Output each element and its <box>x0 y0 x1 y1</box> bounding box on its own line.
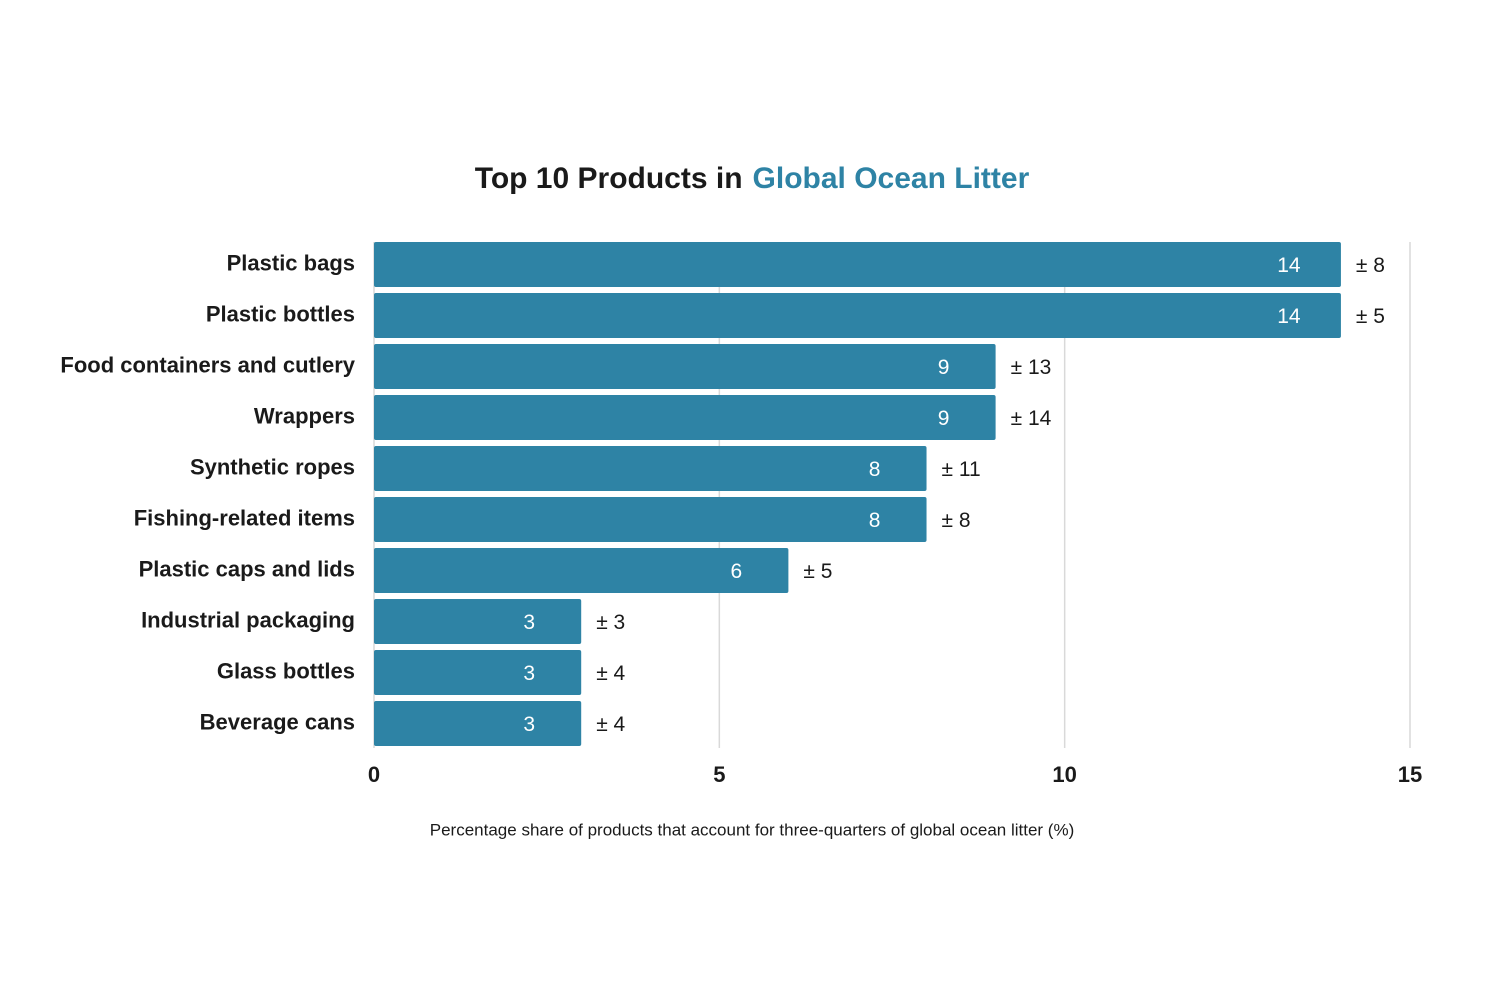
bar <box>374 446 927 491</box>
bar <box>374 344 996 389</box>
error-label: ± 5 <box>1356 305 1385 328</box>
chart-title: Top 10 Products in Global Ocean Litter <box>475 162 1030 195</box>
bar <box>374 293 1341 338</box>
error-label: ± 8 <box>1356 254 1385 277</box>
value-label: 3 <box>523 713 535 736</box>
y-tick-label: Fishing-related items <box>134 505 355 530</box>
x-axis-label: Percentage share of products that accoun… <box>430 820 1074 839</box>
x-tick-label: 15 <box>1398 762 1422 787</box>
error-label: ± 11 <box>942 458 981 481</box>
error-label: ± 5 <box>803 560 832 583</box>
bar <box>374 701 582 746</box>
bar <box>374 497 927 542</box>
x-tick-label: 0 <box>368 762 380 787</box>
x-tick-label: 5 <box>713 762 725 787</box>
value-label: 3 <box>523 662 535 685</box>
error-label: ± 13 <box>1011 356 1052 379</box>
bar <box>374 599 582 644</box>
y-tick-label: Beverage cans <box>200 709 355 734</box>
y-tick-label: Synthetic ropes <box>190 454 355 479</box>
x-tick-label: 10 <box>1052 762 1076 787</box>
y-tick-label: Plastic bags <box>227 250 355 275</box>
error-label: ± 8 <box>942 509 971 532</box>
value-label: 8 <box>869 509 881 532</box>
bar <box>374 650 582 695</box>
y-tick-label: Industrial packaging <box>141 607 355 632</box>
error-label: ± 3 <box>596 611 625 634</box>
y-tick-label: Plastic caps and lids <box>139 556 355 581</box>
error-label: ± 14 <box>1011 407 1052 430</box>
error-label: ± 4 <box>596 662 625 685</box>
y-tick-label: Glass bottles <box>217 658 355 683</box>
value-label: 6 <box>731 560 743 583</box>
value-label: 14 <box>1277 305 1301 328</box>
title-highlight: Global Ocean Litter <box>753 162 1030 195</box>
y-tick-label: Wrappers <box>254 403 355 428</box>
bar <box>374 395 996 440</box>
title-main: Top 10 Products in <box>475 162 743 195</box>
bar <box>374 548 789 593</box>
value-label: 3 <box>523 611 535 634</box>
value-label: 14 <box>1277 254 1301 277</box>
error-label: ± 4 <box>596 713 625 736</box>
y-tick-label: Food containers and cutlery <box>60 352 355 377</box>
bar <box>374 242 1341 287</box>
value-label: 9 <box>938 407 950 430</box>
value-label: 8 <box>869 458 881 481</box>
value-label: 9 <box>938 356 950 379</box>
y-tick-label: Plastic bottles <box>206 301 355 326</box>
